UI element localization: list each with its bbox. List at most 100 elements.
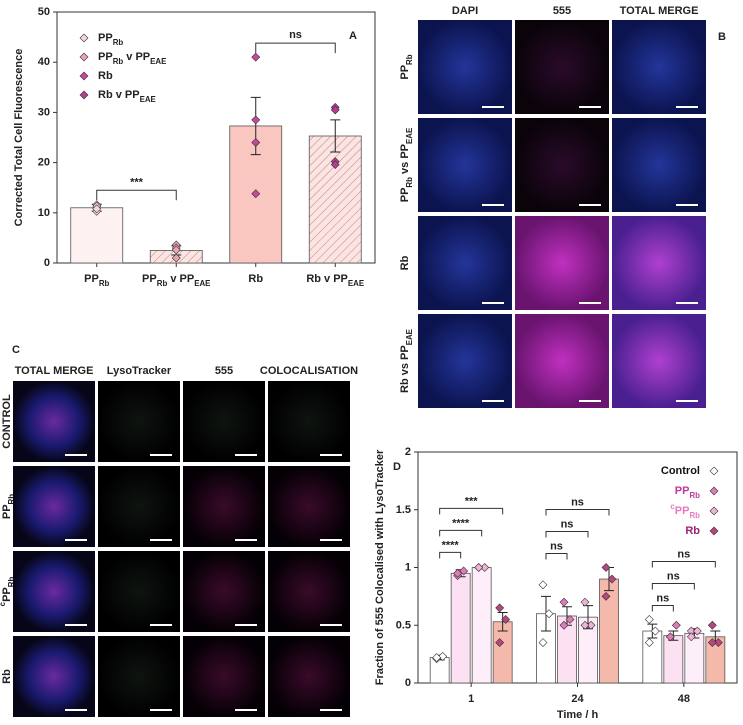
row-label: PPRb bbox=[399, 54, 414, 79]
y-tick-label: 10 bbox=[38, 207, 50, 219]
significance-label: ns bbox=[656, 592, 669, 604]
data-point bbox=[453, 568, 463, 578]
data-point bbox=[538, 580, 548, 590]
y-tick-label: 0.5 bbox=[396, 619, 411, 631]
bar bbox=[308, 135, 362, 264]
significance-bracket bbox=[439, 529, 483, 537]
legend-label: Rb bbox=[685, 525, 700, 537]
micrograph bbox=[515, 314, 609, 408]
micrograph bbox=[268, 381, 350, 462]
row-label: Rb bbox=[399, 255, 411, 270]
data-point bbox=[559, 597, 569, 607]
micrograph bbox=[515, 216, 609, 310]
significance-bracket bbox=[651, 604, 674, 612]
significance-label: **** bbox=[442, 539, 460, 551]
significance-bracket bbox=[96, 189, 177, 201]
x-tick-label: Rb bbox=[248, 273, 263, 285]
column-header: LysoTracker bbox=[107, 365, 172, 377]
significance-bracket bbox=[651, 582, 695, 590]
plot-frame bbox=[56, 11, 376, 264]
significance-bracket bbox=[545, 531, 589, 538]
significance-label: ns bbox=[571, 496, 584, 508]
micrograph bbox=[268, 636, 350, 717]
legend-label: cPPRb bbox=[670, 502, 700, 520]
row-label: PPRb vs PPEAE bbox=[399, 128, 414, 203]
micrograph bbox=[98, 381, 180, 462]
micrograph bbox=[515, 20, 609, 114]
legend-marker bbox=[79, 90, 89, 100]
data-point bbox=[692, 626, 702, 636]
legend-marker bbox=[709, 526, 719, 536]
micrograph bbox=[183, 636, 265, 717]
legend-marker bbox=[709, 466, 719, 476]
row-label: Rb vs PPEAE bbox=[399, 329, 414, 393]
legend-label: PPRb v PPEAE bbox=[98, 51, 166, 66]
row-label: cPPRb bbox=[0, 577, 16, 607]
data-point bbox=[432, 653, 442, 663]
x-tick-label: Rb v PPEAE bbox=[306, 273, 364, 288]
micrograph bbox=[418, 20, 512, 114]
bar bbox=[599, 578, 619, 684]
significance-label: *** bbox=[465, 495, 479, 507]
legend-label: Control bbox=[661, 465, 700, 477]
significance-bracket bbox=[439, 507, 504, 515]
x-tick-label: 1 bbox=[468, 693, 474, 705]
column-header: DAPI bbox=[452, 5, 478, 17]
data-point bbox=[650, 626, 660, 636]
bar bbox=[642, 630, 663, 684]
micrograph bbox=[13, 636, 95, 717]
micrograph bbox=[268, 551, 350, 632]
legend-marker bbox=[79, 33, 89, 43]
data-point bbox=[601, 563, 611, 572]
panel-label: C bbox=[12, 344, 20, 356]
data-point bbox=[251, 138, 261, 147]
data-point bbox=[580, 620, 590, 630]
y-tick-label: 40 bbox=[38, 56, 50, 68]
data-point bbox=[251, 52, 261, 62]
micrograph bbox=[183, 551, 265, 632]
column-header: 555 bbox=[553, 5, 571, 17]
data-point bbox=[601, 591, 611, 601]
y-axis-label: Fraction of 555 Colocalised with LysoTra… bbox=[374, 449, 386, 685]
data-point bbox=[707, 638, 717, 647]
data-point bbox=[330, 160, 340, 170]
data-point bbox=[713, 638, 723, 647]
data-point bbox=[644, 615, 654, 624]
data-point bbox=[565, 615, 575, 624]
micrograph bbox=[612, 118, 706, 212]
micrograph bbox=[13, 466, 95, 547]
significance-bracket bbox=[255, 42, 336, 54]
significance-label: ns bbox=[289, 29, 302, 41]
x-axis-label: Time / h bbox=[557, 709, 599, 721]
significance-bracket bbox=[651, 560, 716, 568]
legend-marker bbox=[709, 506, 719, 516]
y-tick-label: 0 bbox=[405, 677, 411, 689]
legend-label: Rb bbox=[98, 70, 113, 82]
bar bbox=[70, 207, 124, 264]
legend-label: PPRb bbox=[675, 485, 700, 500]
significance-label: *** bbox=[130, 176, 144, 188]
data-point bbox=[501, 615, 511, 624]
x-tick-label: 48 bbox=[678, 693, 690, 705]
column-header: 555 bbox=[215, 365, 233, 377]
micrograph bbox=[418, 216, 512, 310]
error-bar bbox=[497, 612, 508, 632]
y-tick-label: 1.5 bbox=[396, 504, 411, 516]
micrograph bbox=[183, 381, 265, 462]
data-point bbox=[544, 609, 554, 619]
data-point bbox=[686, 632, 696, 642]
legend-marker bbox=[79, 71, 89, 81]
x-tick-label: PPRb bbox=[84, 273, 109, 288]
micrograph bbox=[183, 466, 265, 547]
significance-label: ns bbox=[667, 570, 680, 582]
y-tick-label: 1 bbox=[405, 561, 411, 573]
data-point bbox=[480, 563, 490, 572]
data-point bbox=[665, 632, 675, 642]
legend-label: PPRb bbox=[98, 32, 123, 47]
significance-bracket bbox=[545, 553, 568, 560]
data-point bbox=[707, 620, 717, 630]
data-point bbox=[92, 204, 102, 214]
row-label: Rb bbox=[1, 669, 13, 684]
micrograph bbox=[515, 118, 609, 212]
micrograph bbox=[98, 551, 180, 632]
